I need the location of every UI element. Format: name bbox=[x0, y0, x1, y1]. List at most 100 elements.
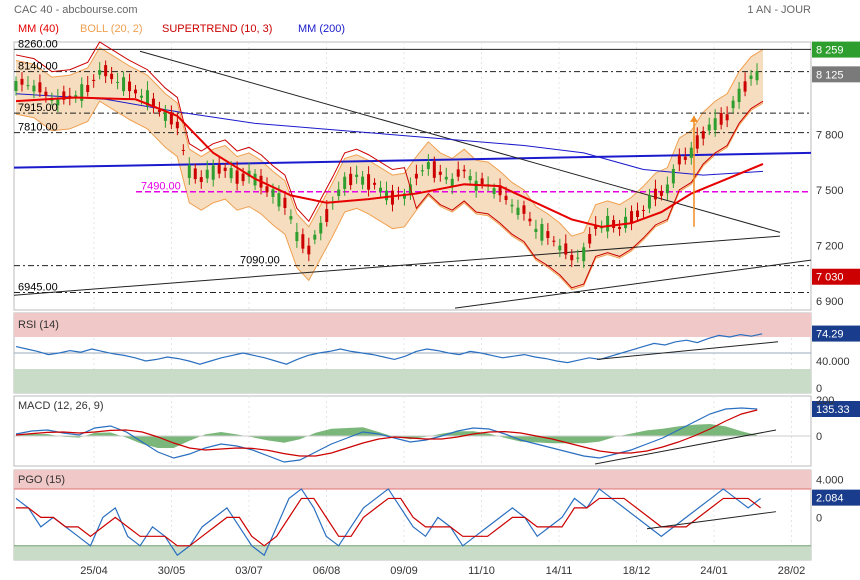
macd-value: 135.33 bbox=[816, 404, 850, 416]
price-box-label: 8 259 bbox=[816, 45, 844, 57]
candle-body bbox=[725, 114, 729, 121]
candle-body bbox=[241, 173, 245, 182]
candle-body bbox=[570, 254, 574, 261]
level-label: 7090.00 bbox=[240, 255, 280, 267]
candle-body bbox=[277, 193, 281, 207]
candle-body bbox=[701, 131, 705, 139]
rsi-oversold-zone bbox=[14, 369, 811, 393]
chart-period: 1 AN - JOUR bbox=[747, 4, 811, 16]
candle-body bbox=[516, 207, 520, 215]
candle-body bbox=[606, 215, 610, 232]
support-trendline-2 bbox=[454, 259, 812, 309]
label-layer: CAC 40 - abcbourse.com 1 AN - JOUR 25/04 30… bbox=[14, 4, 860, 577]
candle-body bbox=[367, 174, 371, 190]
candle-body bbox=[169, 112, 173, 125]
candle-body bbox=[337, 189, 341, 196]
candle-body bbox=[564, 243, 568, 255]
candle-body bbox=[44, 91, 48, 96]
candle-body bbox=[755, 71, 759, 81]
level-label: 7810.00 bbox=[18, 122, 58, 134]
candle-body bbox=[624, 216, 628, 229]
x-tick-label: 09/09 bbox=[390, 565, 418, 577]
candle-body bbox=[647, 195, 651, 209]
candle-body bbox=[402, 193, 406, 199]
rsi-line bbox=[15, 333, 763, 365]
candle-body bbox=[677, 155, 681, 165]
candle-body bbox=[283, 197, 287, 209]
rsi-overbought-zone bbox=[14, 313, 811, 337]
candle-body bbox=[373, 182, 377, 185]
candle-body bbox=[558, 245, 562, 251]
bollinger-band-fill bbox=[16, 47, 763, 290]
pgo-overbought-zone bbox=[14, 470, 811, 489]
level-label: 8140.00 bbox=[18, 61, 58, 73]
candle-body bbox=[38, 82, 42, 93]
candle-body bbox=[193, 168, 197, 180]
price-box bbox=[812, 268, 860, 285]
macd-signal-line bbox=[15, 409, 758, 457]
candle-body bbox=[713, 118, 717, 130]
candle-body bbox=[217, 164, 221, 174]
pgo-line bbox=[15, 488, 761, 557]
pgo-value-box bbox=[812, 489, 860, 506]
candle-body bbox=[462, 169, 466, 172]
x-tick-label: 30/05 bbox=[158, 565, 186, 577]
pgo-trendline bbox=[646, 511, 777, 530]
candle-body bbox=[719, 112, 723, 125]
price-box bbox=[812, 41, 860, 58]
candle-body bbox=[653, 188, 657, 200]
candle-body bbox=[510, 204, 514, 207]
candle-body bbox=[151, 98, 155, 107]
candle-body bbox=[355, 174, 359, 177]
macd-line bbox=[15, 407, 758, 463]
candle-body bbox=[630, 211, 634, 224]
candle-body bbox=[540, 224, 544, 241]
candle-body bbox=[689, 147, 693, 158]
candle-body bbox=[80, 84, 84, 101]
level-label: 7915.00 bbox=[18, 102, 58, 114]
candle-body bbox=[576, 257, 580, 259]
x-tick-label: 24/01 bbox=[700, 565, 728, 577]
candle-body bbox=[665, 184, 669, 194]
macd-tick: 200 bbox=[816, 395, 834, 407]
candle-body bbox=[139, 95, 143, 98]
candle-body bbox=[480, 178, 484, 185]
candle-body bbox=[187, 165, 191, 179]
y-tick-label: 6 900 bbox=[816, 296, 844, 308]
resistance-trendline bbox=[139, 50, 781, 233]
candle-body bbox=[594, 225, 598, 229]
level-label: 8260.00 bbox=[18, 38, 58, 50]
macd-value-box bbox=[812, 401, 860, 417]
candle-body bbox=[659, 190, 663, 196]
pgo-tick: 4.000 bbox=[816, 474, 844, 486]
x-tick-label: 25/04 bbox=[80, 565, 108, 577]
y-tick-label: 7 200 bbox=[816, 240, 844, 252]
candle-body bbox=[528, 218, 532, 222]
panel-frame bbox=[13, 41, 812, 311]
candle-body bbox=[414, 173, 418, 179]
x-tick-label: 18/12 bbox=[623, 565, 651, 577]
candle-body bbox=[134, 89, 138, 94]
candle-body bbox=[420, 170, 424, 172]
candle-body bbox=[295, 231, 299, 242]
candle-body bbox=[432, 161, 436, 178]
candle-body bbox=[128, 81, 132, 92]
candle-body bbox=[20, 78, 24, 85]
candle-body bbox=[265, 186, 269, 193]
macd-tick: 0 bbox=[816, 431, 822, 443]
candle-body bbox=[641, 210, 645, 212]
supertrend-line bbox=[15, 41, 764, 289]
candle-body bbox=[683, 156, 687, 160]
candle-body bbox=[588, 234, 592, 244]
candle-body bbox=[181, 149, 185, 151]
pgo-tick: 0 bbox=[816, 512, 822, 524]
x-tick-label: 14/11 bbox=[546, 565, 573, 577]
price-panel bbox=[13, 41, 812, 309]
candle-body bbox=[456, 169, 460, 177]
legend-item: MM (40) bbox=[18, 23, 59, 35]
candle-body bbox=[145, 90, 149, 106]
level-label: 6945.00 bbox=[18, 281, 58, 293]
candle-body bbox=[319, 222, 323, 234]
candle-body bbox=[325, 209, 329, 222]
